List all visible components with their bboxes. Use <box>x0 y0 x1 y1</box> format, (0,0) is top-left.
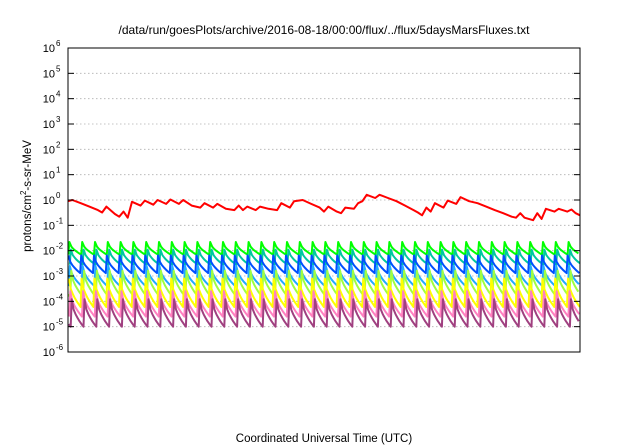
y-tick-label: 10 <box>43 68 55 80</box>
y-tick-exponent: -1 <box>56 216 64 225</box>
plot-frame <box>67 47 581 353</box>
y-tick-label: 10 <box>43 119 55 131</box>
y-tick-label: 10 <box>43 195 55 207</box>
y-axis-label-rest: -s-sr-MeV <box>22 140 34 191</box>
y-tick-label: 10 <box>43 347 55 359</box>
series-line <box>67 277 581 308</box>
y-tick-exponent: -6 <box>56 343 64 352</box>
y-tick-label: 10 <box>43 296 55 308</box>
y-tick-exponent: 2 <box>56 140 61 149</box>
y-tick-exponent: -5 <box>56 318 64 327</box>
y-axis-label: protons/cm2-s-sr-MeV <box>19 140 34 252</box>
y-tick-exponent: 1 <box>56 166 61 175</box>
series-line <box>67 254 581 275</box>
y-tick-exponent: 3 <box>56 115 61 124</box>
y-tick-label: 10 <box>43 246 55 258</box>
y-tick-exponent: -3 <box>56 267 64 276</box>
y-axis-label-sup: 2 <box>19 190 28 195</box>
y-tick-label: 10 <box>43 322 55 334</box>
y-tick-label: 10 <box>43 94 55 106</box>
axes: 10 -610 -510 -410 -310 -210 -110 010 110 210 310 41… <box>43 39 581 359</box>
y-tick-exponent: 0 <box>56 191 61 200</box>
y-tick-label: 10 <box>43 271 55 283</box>
chart-title: /data/run/goesPlots/archive/2016-08-18/0… <box>119 23 531 37</box>
y-tick-label: 10 <box>43 43 55 55</box>
y-tick-label: 10 <box>43 170 55 182</box>
y-tick-label: 10 <box>43 220 55 232</box>
y-tick-exponent: -4 <box>56 292 64 301</box>
series-layer <box>67 193 581 328</box>
y-tick-exponent: 6 <box>56 39 61 48</box>
y-tick-label: 10 <box>43 144 55 156</box>
series-line <box>67 241 579 256</box>
series-line <box>67 298 580 328</box>
x-axis-label: Coordinated Universal Time (UTC) <box>236 433 413 445</box>
y-axis-label-base: protons/cm <box>22 195 34 252</box>
series-line <box>67 193 581 222</box>
y-tick-exponent: -2 <box>56 242 64 251</box>
y-tick-exponent: 4 <box>56 90 61 99</box>
series-line <box>68 290 581 318</box>
y-tick-exponent: 5 <box>56 64 61 73</box>
